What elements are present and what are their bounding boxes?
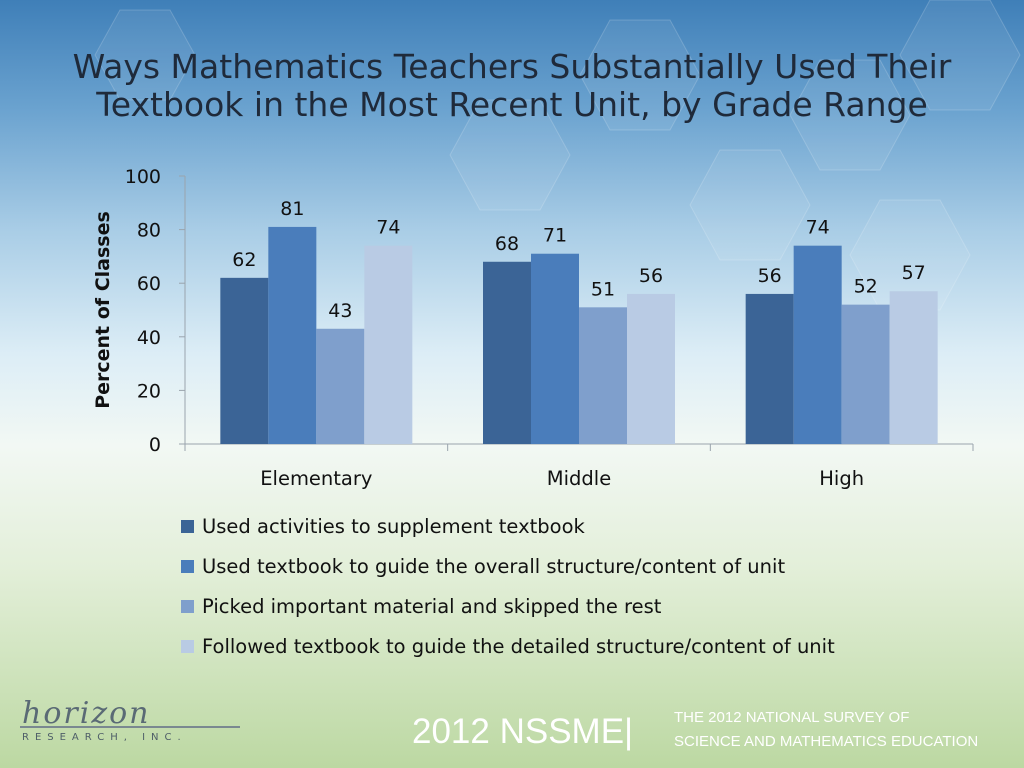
y-tick-label: 80 — [137, 220, 161, 242]
legend-item: Followed textbook to guide the detailed … — [181, 626, 835, 666]
data-label: 52 — [854, 276, 878, 298]
data-label: 74 — [376, 217, 400, 239]
y-tick-label: 40 — [137, 327, 161, 349]
bar — [793, 245, 842, 444]
data-label: 57 — [902, 262, 926, 284]
legend-label: Followed textbook to guide the detailed … — [202, 634, 835, 658]
bar — [745, 293, 794, 444]
legend-swatch — [181, 559, 194, 573]
legend-item: Used textbook to guide the overall struc… — [181, 546, 835, 586]
logo-subtitle: RESEARCH, INC. — [22, 732, 187, 743]
y-tick-label: 0 — [149, 434, 161, 456]
data-label: 51 — [591, 278, 615, 300]
logo-wordmark: horizon — [22, 696, 151, 731]
data-label: 74 — [806, 217, 830, 239]
legend-label: Used activities to supplement textbook — [202, 514, 585, 538]
bar-chart: 0 20 40 60 80 100 62 81 43 74 Elementary 68 71 51 56 Mi… — [125, 166, 974, 490]
legend-label: Used textbook to guide the overall struc… — [202, 554, 786, 578]
legend-swatch — [181, 639, 194, 653]
data-label: 71 — [543, 225, 567, 247]
bar — [220, 277, 269, 444]
footer-survey-name: THE 2012 NATIONAL SURVEY OF SCIENCE AND … — [674, 706, 978, 754]
footer-nssme-title: 2012 NSSME| — [412, 712, 634, 751]
x-tick-label: Middle — [547, 467, 611, 490]
bar — [889, 291, 938, 444]
legend-swatch — [181, 519, 194, 533]
bar — [531, 253, 579, 444]
legend-item: Used activities to supplement textbook — [181, 506, 835, 546]
footer-survey-line-2: SCIENCE AND MATHEMATICS EDUCATION — [674, 733, 979, 750]
data-label: 68 — [495, 233, 519, 255]
legend-item: Picked important material and skipped th… — [181, 586, 835, 626]
title-line-1: Ways Mathematics Teachers Substantially … — [72, 47, 952, 86]
chart-title: Ways Mathematics Teachers Substantially … — [40, 48, 984, 124]
chart-legend: Used activities to supplement textbook U… — [181, 506, 835, 666]
legend-label: Picked important material and skipped th… — [202, 594, 662, 618]
logo-underline — [20, 726, 240, 728]
x-tick-label: High — [819, 467, 864, 490]
data-label: 62 — [232, 249, 256, 271]
x-tick-label: Elementary — [260, 467, 372, 490]
data-label: 56 — [639, 265, 663, 287]
bar — [364, 245, 413, 444]
bar — [841, 304, 890, 444]
bar — [483, 261, 531, 444]
bar — [316, 328, 365, 444]
y-tick-label: 100 — [125, 166, 161, 188]
legend-swatch — [181, 599, 194, 613]
data-label: 81 — [280, 198, 304, 220]
bar — [579, 307, 627, 444]
title-line-2: Textbook in the Most Recent Unit, by Gra… — [96, 85, 928, 124]
y-tick-label: 60 — [137, 273, 161, 295]
horizon-research-logo: horizon RESEARCH, INC. — [20, 696, 250, 756]
data-label: 43 — [328, 300, 352, 322]
footer-survey-line-1: THE 2012 NATIONAL SURVEY OF — [674, 709, 910, 726]
bar — [268, 226, 317, 444]
data-label: 56 — [758, 265, 782, 287]
bar — [627, 293, 675, 444]
y-tick-label: 20 — [137, 380, 161, 402]
